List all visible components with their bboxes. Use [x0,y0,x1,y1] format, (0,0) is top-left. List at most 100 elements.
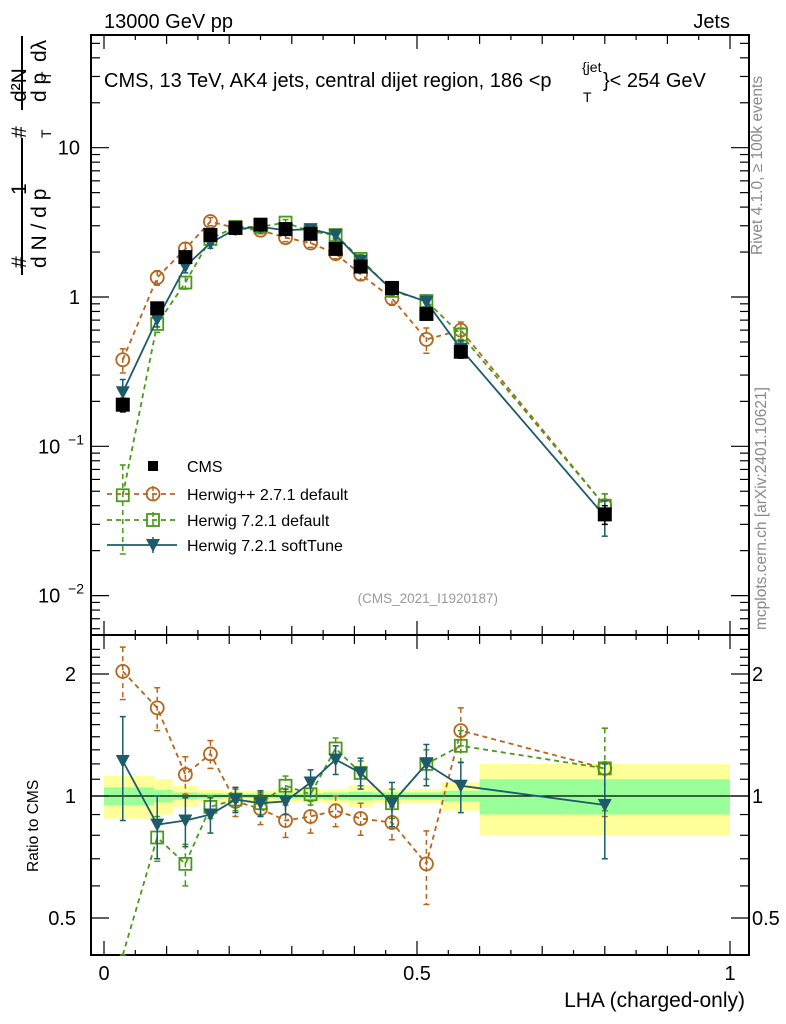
ratio-series-herwig-7-2-1-softtune [115,715,612,860]
ratio-point [178,814,193,828]
data-point [115,397,130,412]
legend-marker [146,539,160,552]
data-point [150,301,165,316]
ratio-point [278,795,293,809]
ratio-point [115,663,131,679]
header-right: Jets [693,11,730,33]
ratio-point [150,818,165,832]
legend: CMS Herwig++ 2.7.1 default Herwig 7.2.1 de… [107,459,349,555]
analysis-id: (CMS_2021_I1920187) [358,591,498,606]
ratio-point [253,797,268,811]
data-point [419,295,434,309]
ratio-frame [90,634,750,956]
main-axes: 10 1 10 −1 10 −2 [38,34,750,649]
data-point [418,332,434,347]
data-point [228,220,243,235]
ratio-point [384,797,399,811]
y-tick-label: 10 [58,138,80,160]
title-main: CMS, 13 TeV, AK4 jets, central dijet reg… [104,70,552,92]
ratio-point [177,767,193,782]
mcplots-label: mcplots.cern.ch [arXiv:2401.10621] [753,387,770,630]
x-tick-label: 1 [724,963,735,985]
ratio-point [453,779,468,793]
ratio-point [115,755,130,769]
data-point [203,228,218,243]
data-point [178,275,193,290]
ylabel-dpT: d p [28,73,51,102]
data-point [303,226,318,241]
legend-marker [146,513,160,527]
ylabel-hash-top: # [8,126,31,138]
data-point [328,241,343,256]
x-tick-label: 0 [98,963,109,985]
ratio-point [353,766,368,780]
legend-entry: Herwig 7.2.1 default [107,512,330,530]
ratio-point [203,746,218,762]
data-point [115,488,130,503]
ratio-y-tick-label-left: 2 [65,664,76,686]
legend-entry: CMS [148,459,223,476]
ratio-y-tick-label-right: 2 [752,664,763,686]
main-ylabel: # 1 d N / d p T # d²N d p T dλ [8,36,54,275]
ratio-point [149,700,165,716]
ratio-point [353,811,369,826]
ylabel-hash-bottom: # [8,256,31,268]
ylabel-d2N: d²N [8,68,31,102]
data-point [115,352,131,368]
data-point [453,344,468,359]
legend-entry: Herwig 7.2.1 softTune [107,537,343,555]
data-point [149,270,165,285]
legend-label: Herwig++ 2.7.1 default [187,487,349,504]
ylabel-one: 1 [8,183,31,195]
ratio-line [122,670,606,866]
ylabel-dlambda: dλ [28,39,51,62]
ylabel-T-2: T [38,71,54,80]
data-point [253,217,268,232]
ratio-point [453,738,468,753]
ratio-point [203,808,218,822]
data-point [150,313,165,327]
main-series [115,214,613,555]
ratio-point [419,757,434,771]
ratio-y-tick-label-left: 0.5 [48,908,76,930]
data-point [384,280,399,295]
ratio-axes: 0 0.5 1 2 2 1 1 0.5 0.5 [48,634,780,985]
ratio-point [178,856,193,871]
ratio-y-tick-label-right: 1 [752,786,763,808]
ratio-point [228,793,243,807]
series-cms [115,217,612,526]
y-tick-label: 10 [38,586,60,608]
ratio-point [303,809,318,824]
x-tick-label: 0.5 [403,963,431,985]
ratio-point [303,776,318,790]
data-point [178,250,193,265]
y-tick-label: 1 [69,287,80,309]
header-left: 13000 GeV pp [104,11,233,33]
data-point [328,229,343,243]
data-point [278,222,293,237]
ratio-y-tick-label-right: 0.5 [752,908,780,930]
ratio-point [418,856,434,872]
ratio-point [597,799,612,813]
title-main-text: CMS, 13 TeV, AK4 jets, central dijet reg… [104,70,552,92]
title-sup: {jet [582,59,602,75]
ratio-ylabel: Ratio to CMS [25,780,42,872]
title-sub: T [583,89,592,105]
data-point [419,306,434,321]
ratio-y-tick-label-left: 1 [65,786,76,808]
xlabel: LHA (charged-only) [564,989,745,1012]
data-point [115,386,130,400]
legend-label: Herwig 7.2.1 softTune [187,538,343,555]
plot-title: CMS, 13 TeV, AK4 jets, central dijet reg… [104,59,707,105]
legend-marker [145,486,161,502]
ratio-point [328,803,344,819]
data-point [353,259,368,274]
y-tick-label: 10 [38,436,60,458]
legend-label: CMS [187,459,223,476]
ratio-series [115,646,613,956]
ratio-point [328,753,343,767]
ratio-series-herwig-7-2-1-default [119,727,612,956]
legend-marker [148,461,158,471]
ratio-point [453,723,469,739]
